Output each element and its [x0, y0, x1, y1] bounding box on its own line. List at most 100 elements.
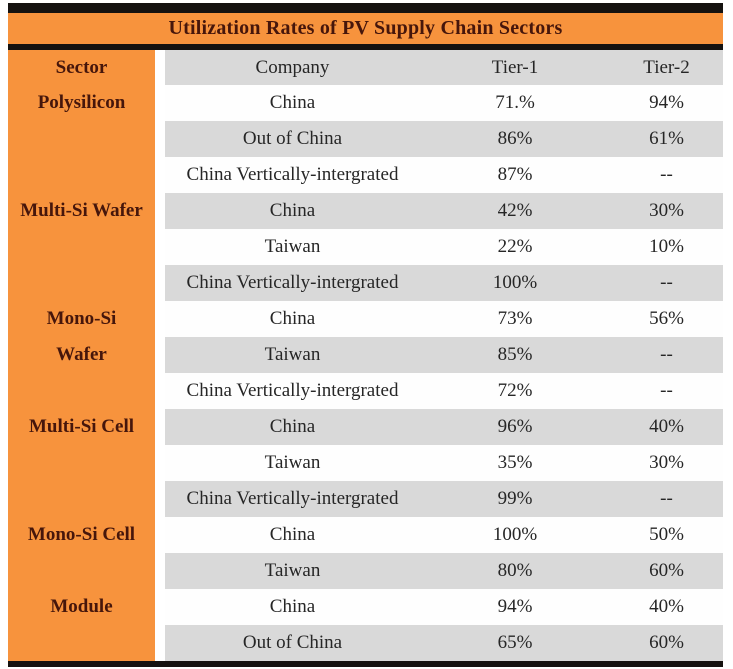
- header-sector: Sector: [8, 50, 155, 85]
- column-gutter: [155, 625, 165, 661]
- company-cell: China: [165, 589, 420, 625]
- column-gutter: [155, 481, 165, 517]
- tier1-cell: 100%: [420, 517, 610, 553]
- table-header-row: Sector Company Tier-1 Tier-2: [8, 50, 723, 85]
- tier2-cell: 30%: [610, 193, 723, 229]
- tier1-cell: 100%: [420, 265, 610, 301]
- tier1-cell: 87%: [420, 157, 610, 193]
- company-cell: China: [165, 85, 420, 121]
- company-cell: China Vertically-intergrated: [165, 373, 420, 409]
- tier1-cell: 86%: [420, 121, 610, 157]
- column-gutter: [155, 301, 165, 337]
- column-gutter: [155, 193, 165, 229]
- tier1-cell: 22%: [420, 229, 610, 265]
- table-body: Polysilicon China 71.% 94% Out of China …: [8, 85, 723, 661]
- tier2-cell: 10%: [610, 229, 723, 265]
- tier1-cell: 85%: [420, 337, 610, 373]
- tier1-cell: 96%: [420, 409, 610, 445]
- table-row: Wafer Taiwan 85% --: [8, 337, 723, 373]
- tier2-cell: --: [610, 157, 723, 193]
- tier2-cell: 60%: [610, 553, 723, 589]
- tier1-cell: 65%: [420, 625, 610, 661]
- column-gutter: [155, 445, 165, 481]
- company-cell: Out of China: [165, 625, 420, 661]
- table-row: Mono-Si Cell China 100% 50%: [8, 517, 723, 553]
- company-cell: China Vertically-intergrated: [165, 157, 420, 193]
- sector-cell: [8, 445, 155, 481]
- company-cell: China Vertically-intergrated: [165, 481, 420, 517]
- tier1-cell: 35%: [420, 445, 610, 481]
- tier1-cell: 71.%: [420, 85, 610, 121]
- bottom-rule: [8, 661, 723, 667]
- sector-cell: Mono-Si: [8, 301, 155, 337]
- table-row: Module China 94% 40%: [8, 589, 723, 625]
- column-gutter: [155, 50, 165, 85]
- company-cell: Taiwan: [165, 337, 420, 373]
- column-gutter: [155, 589, 165, 625]
- tier2-cell: 61%: [610, 121, 723, 157]
- column-gutter: [155, 409, 165, 445]
- column-gutter: [155, 553, 165, 589]
- table-row: China Vertically-intergrated 100% --: [8, 265, 723, 301]
- column-gutter: [155, 157, 165, 193]
- tier1-cell: 42%: [420, 193, 610, 229]
- tier2-cell: 50%: [610, 517, 723, 553]
- table-row: Out of China 65% 60%: [8, 625, 723, 661]
- sector-cell: [8, 481, 155, 517]
- header-company: Company: [165, 50, 420, 85]
- sector-cell: Mono-Si Cell: [8, 517, 155, 553]
- sector-cell: Multi-Si Cell: [8, 409, 155, 445]
- sector-cell: [8, 229, 155, 265]
- company-cell: China: [165, 409, 420, 445]
- tier1-cell: 73%: [420, 301, 610, 337]
- table-row: Polysilicon China 71.% 94%: [8, 85, 723, 121]
- sector-cell: Polysilicon: [8, 85, 155, 121]
- sector-cell: Wafer: [8, 337, 155, 373]
- table-row: China Vertically-intergrated 99% --: [8, 481, 723, 517]
- sector-cell: [8, 157, 155, 193]
- company-cell: Taiwan: [165, 553, 420, 589]
- table-row: China Vertically-intergrated 72% --: [8, 373, 723, 409]
- title-divider-rule: [8, 44, 723, 50]
- sector-cell: [8, 625, 155, 661]
- table-row: Multi-Si Wafer China 42% 30%: [8, 193, 723, 229]
- sector-cell: [8, 553, 155, 589]
- tier2-cell: --: [610, 265, 723, 301]
- company-cell: Out of China: [165, 121, 420, 157]
- sector-cell: [8, 121, 155, 157]
- tier2-cell: 60%: [610, 625, 723, 661]
- top-rule: [8, 3, 723, 13]
- column-gutter: [155, 337, 165, 373]
- sector-cell: Multi-Si Wafer: [8, 193, 155, 229]
- column-gutter: [155, 121, 165, 157]
- table-title: Utilization Rates of PV Supply Chain Sec…: [168, 17, 563, 39]
- company-cell: China Vertically-intergrated: [165, 265, 420, 301]
- company-cell: Taiwan: [165, 445, 420, 481]
- company-cell: China: [165, 517, 420, 553]
- table-row: Taiwan 80% 60%: [8, 553, 723, 589]
- sector-cell: [8, 265, 155, 301]
- tier2-cell: 56%: [610, 301, 723, 337]
- table-title-row: Utilization Rates of PV Supply Chain Sec…: [8, 13, 723, 44]
- tier2-cell: 94%: [610, 85, 723, 121]
- column-gutter: [155, 85, 165, 121]
- tier1-cell: 94%: [420, 589, 610, 625]
- company-cell: China: [165, 193, 420, 229]
- tier1-cell: 80%: [420, 553, 610, 589]
- tier2-cell: 40%: [610, 589, 723, 625]
- tier2-cell: --: [610, 373, 723, 409]
- column-gutter: [155, 265, 165, 301]
- table-row: Mono-Si China 73% 56%: [8, 301, 723, 337]
- sector-cell: Module: [8, 589, 155, 625]
- sector-cell: [8, 373, 155, 409]
- header-tier1: Tier-1: [420, 50, 610, 85]
- table-row: China Vertically-intergrated 87% --: [8, 157, 723, 193]
- tier1-cell: 99%: [420, 481, 610, 517]
- tier2-cell: 40%: [610, 409, 723, 445]
- company-cell: Taiwan: [165, 229, 420, 265]
- table-row: Taiwan 22% 10%: [8, 229, 723, 265]
- header-tier2: Tier-2: [610, 50, 723, 85]
- column-gutter: [155, 229, 165, 265]
- table-row: Multi-Si Cell China 96% 40%: [8, 409, 723, 445]
